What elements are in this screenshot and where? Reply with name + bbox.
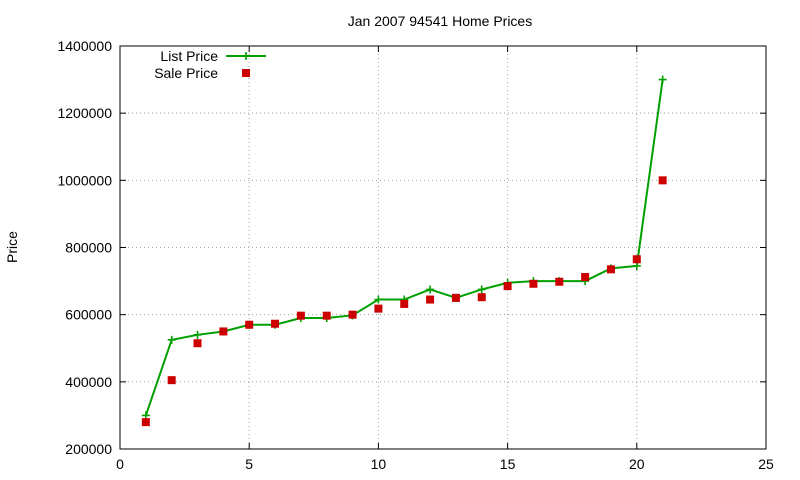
y-tick-label: 600000 <box>65 307 112 323</box>
sale-price-point <box>322 311 331 320</box>
y-axis-label: Price <box>4 231 20 263</box>
sale-price-point <box>426 295 435 304</box>
sale-price-point <box>141 418 150 427</box>
y-tick-label: 200000 <box>65 441 112 457</box>
sale-price-point <box>555 277 564 286</box>
list-price-point <box>167 335 176 344</box>
list-price-point <box>193 330 202 339</box>
series-layer <box>141 75 667 427</box>
x-tick-label: 10 <box>371 456 387 472</box>
y-tick-label: 800000 <box>65 240 112 256</box>
list-price-point <box>632 261 641 270</box>
axis-ticks: 0 5 10 15 20 25 200000 400000 600000 800000 100000… <box>57 38 774 472</box>
grid <box>120 46 766 449</box>
x-tick-label: 25 <box>758 456 774 472</box>
x-tick-label: 5 <box>245 456 253 472</box>
series-1 <box>141 176 667 427</box>
sale-price-point <box>632 255 641 264</box>
legend-label: Sale Price <box>154 65 218 81</box>
legend-plus-swatch <box>242 52 250 60</box>
plot-frame <box>119 45 767 450</box>
sale-price-point <box>477 293 486 302</box>
list-price-point <box>426 285 435 294</box>
x-tick-label: 0 <box>116 456 124 472</box>
chart-title: Jan 2007 94541 Home Prices <box>348 13 532 29</box>
sale-price-point <box>348 310 357 319</box>
list-price-point <box>141 411 150 420</box>
x-tick-label: 20 <box>629 456 645 472</box>
sale-price-point <box>606 265 615 274</box>
sale-price-point <box>374 304 383 313</box>
list-price-point <box>374 295 383 304</box>
sale-price-point <box>451 293 460 302</box>
sale-price-point <box>271 319 280 328</box>
sale-price-point <box>658 176 667 185</box>
sale-price-point <box>167 376 176 385</box>
sale-price-point <box>400 299 409 308</box>
y-tick-label: 1400000 <box>57 38 112 54</box>
sale-price-point <box>581 273 590 282</box>
y-tick-label: 400000 <box>65 374 112 390</box>
sale-price-point <box>503 282 512 291</box>
legend-square-swatch <box>242 69 250 77</box>
x-tick-label: 15 <box>500 456 516 472</box>
list-price-point <box>477 285 486 294</box>
list-price-point <box>658 75 667 84</box>
y-tick-label: 1000000 <box>57 172 112 188</box>
sale-price-point <box>529 279 538 288</box>
sale-price-point <box>193 339 202 348</box>
legend-label: List Price <box>160 48 218 64</box>
sale-price-point <box>296 311 305 320</box>
sale-price-point <box>219 327 228 336</box>
y-tick-label: 1200000 <box>57 105 112 121</box>
sale-price-point <box>245 320 254 329</box>
